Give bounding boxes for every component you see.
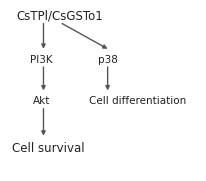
- Text: PI3K: PI3K: [30, 55, 53, 65]
- Text: p38: p38: [97, 55, 117, 65]
- Text: Akt: Akt: [33, 96, 50, 106]
- Text: CsTPl/CsGSTo1: CsTPl/CsGSTo1: [16, 10, 103, 23]
- Text: Cell survival: Cell survival: [12, 142, 85, 155]
- Text: Cell differentiation: Cell differentiation: [89, 96, 185, 106]
